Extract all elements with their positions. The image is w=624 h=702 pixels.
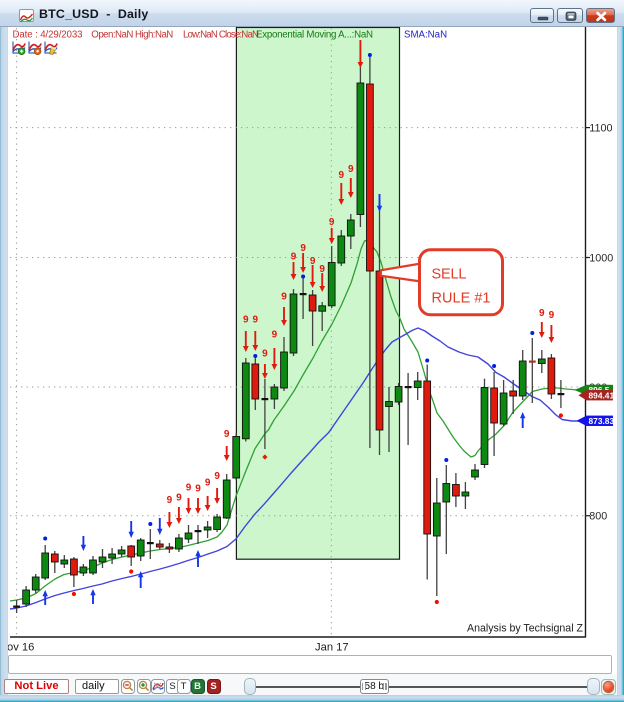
svg-text:9: 9	[243, 315, 249, 326]
svg-text:800: 800	[589, 511, 607, 523]
svg-text:9: 9	[319, 264, 325, 275]
svg-text:9: 9	[281, 292, 287, 303]
svg-text:9: 9	[339, 170, 345, 181]
svg-text:9: 9	[224, 429, 230, 440]
svg-text:9: 9	[539, 308, 545, 319]
svg-text:Open:NaN High:NaN: Open:NaN High:NaN	[91, 30, 173, 41]
svg-text:9: 9	[167, 495, 173, 506]
svg-text:ov 16: ov 16	[7, 642, 34, 654]
svg-text:Exponential Moving A...:NaN: Exponential Moving A...:NaN	[256, 30, 373, 41]
svg-text:9: 9	[176, 493, 182, 504]
svg-text:873.83: 873.83	[589, 416, 615, 426]
svg-text:9: 9	[310, 256, 316, 267]
svg-text:SMA:NaN: SMA:NaN	[404, 30, 447, 41]
svg-text:9: 9	[262, 349, 268, 360]
svg-text:9: 9	[300, 243, 306, 254]
svg-text:9: 9	[195, 484, 201, 495]
svg-text:9: 9	[253, 315, 259, 326]
svg-text:Low:NaN Close:NaN: Low:NaN Close:NaN	[183, 30, 259, 41]
svg-text:Analysis by Techsignal Z: Analysis by Techsignal Z	[467, 623, 584, 635]
svg-text:RULE #1: RULE #1	[432, 291, 491, 307]
svg-text:Jan 17: Jan 17	[315, 642, 349, 654]
svg-text:9: 9	[214, 471, 220, 482]
svg-text:9: 9	[186, 483, 192, 494]
svg-text:894.41: 894.41	[589, 390, 615, 400]
svg-text:1000: 1000	[589, 252, 613, 264]
svg-text:Date : 4/29/2033: Date : 4/29/2033	[13, 30, 83, 41]
svg-text:9: 9	[205, 478, 211, 489]
svg-text:9: 9	[272, 330, 278, 341]
svg-text:9: 9	[329, 217, 335, 228]
svg-text:9: 9	[549, 310, 555, 321]
svg-text:9: 9	[291, 252, 297, 263]
svg-text:SELL: SELL	[432, 267, 467, 283]
svg-text:1100: 1100	[589, 123, 612, 135]
svg-text:9: 9	[348, 164, 354, 175]
